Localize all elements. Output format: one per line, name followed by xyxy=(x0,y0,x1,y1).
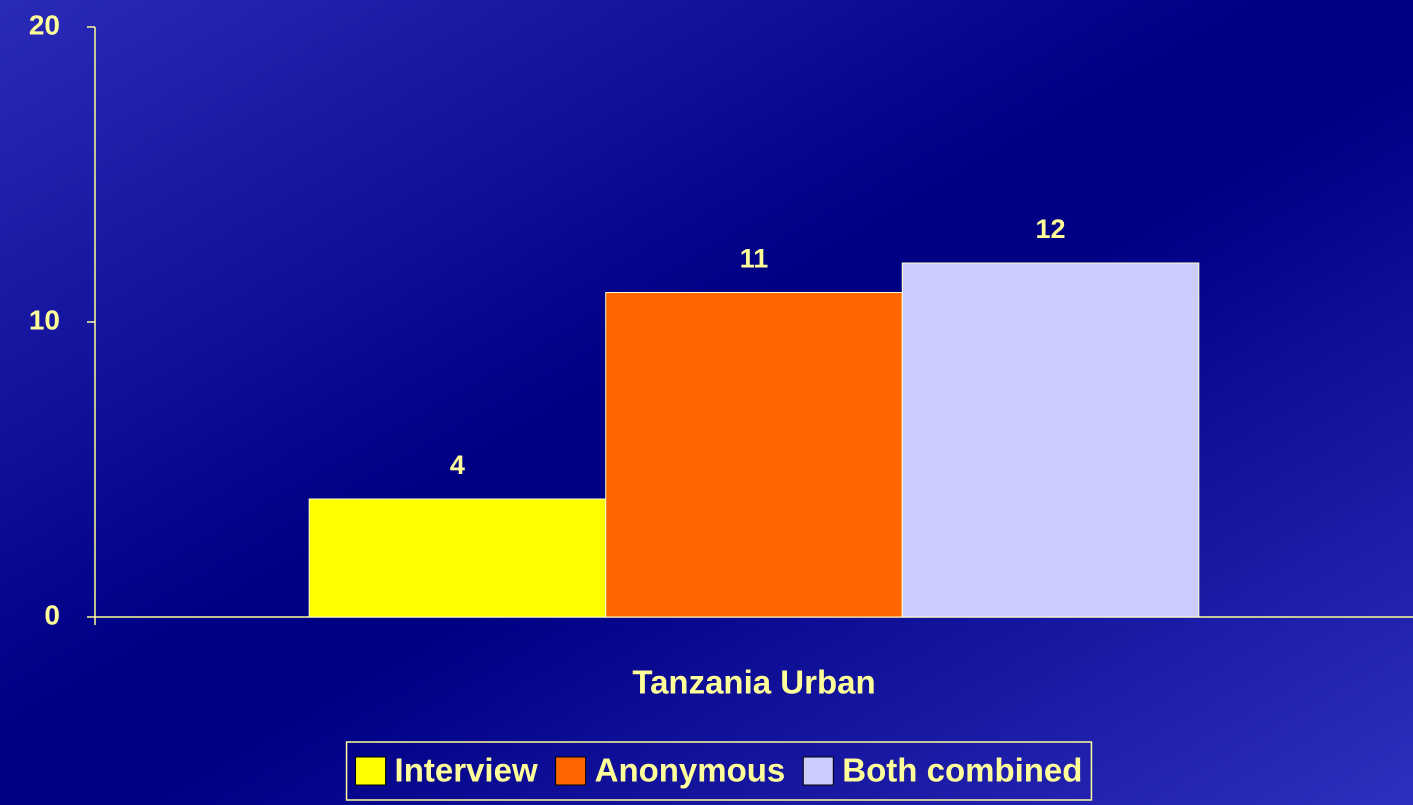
bar xyxy=(308,498,607,618)
y-tick-label: 10 xyxy=(29,304,60,335)
legend-label: Interview xyxy=(395,752,538,789)
legend-swatch xyxy=(802,756,834,786)
legend-box xyxy=(345,741,1093,801)
value-label: 4 xyxy=(450,450,465,480)
value-label: 12 xyxy=(1036,214,1066,244)
value-label: 11 xyxy=(740,244,769,274)
y-tick-label: 20 xyxy=(29,9,60,40)
legend-swatch xyxy=(355,756,387,786)
y-tick-label: 0 xyxy=(44,599,60,630)
legend: Interview Anonymous Both combined xyxy=(345,741,1093,801)
legend-swatch xyxy=(555,756,587,786)
bar xyxy=(901,262,1200,618)
legend-label: Both combined xyxy=(842,752,1082,789)
legend-label: Anonymous xyxy=(595,752,786,789)
bar xyxy=(605,292,903,618)
x-tick-label: Tanzania Urban xyxy=(632,664,875,701)
